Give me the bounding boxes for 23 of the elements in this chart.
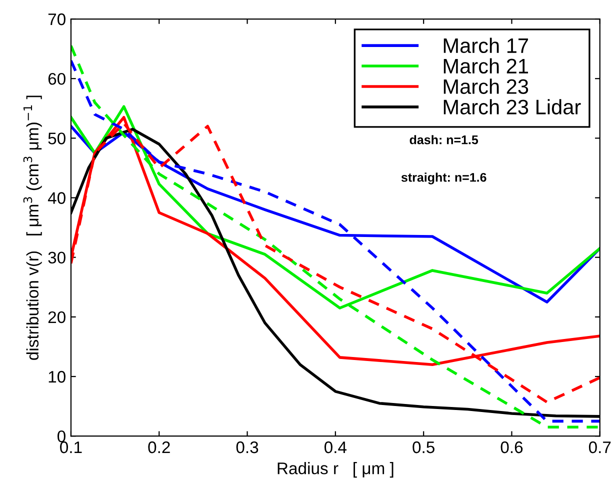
x-tick-label: 0.7 [588,441,611,454]
annotation: straight: n=1.6 [401,172,486,184]
legend-label: March 21 [444,58,528,74]
x-tick-label: 0.4 [324,441,347,454]
y-tick-label: 20 [48,311,66,324]
legend-label: March 17 [444,38,528,54]
y-axis-title: distribution v(r) [ μm$^{3}$ (cm$^{3}$ μm)$^{−1}$ ] [23,96,42,360]
x-tick-label: 0.1 [60,441,82,454]
y-tick-label: 70 [48,13,66,26]
y-tick-label: 60 [48,72,66,85]
x-tick-label: 0.5 [412,441,434,454]
x-tick-label: 0.3 [236,441,258,454]
x-tick-label: 0.2 [148,441,170,454]
legend-label: March 23 Lidar [444,99,581,114]
y-tick-label: 0 [58,430,66,442]
legend-label: March 23 [444,78,528,94]
x-axis-title: Radius r [ μm ] [278,462,394,478]
y-tick-label: 50 [48,132,66,144]
y-tick-label: 40 [48,192,66,204]
y-tick-label: 30 [48,252,66,264]
annotation: dash: n=1.5 [410,135,478,144]
y-tick-label: 10 [48,370,66,383]
x-tick-label: 0.6 [500,441,523,454]
